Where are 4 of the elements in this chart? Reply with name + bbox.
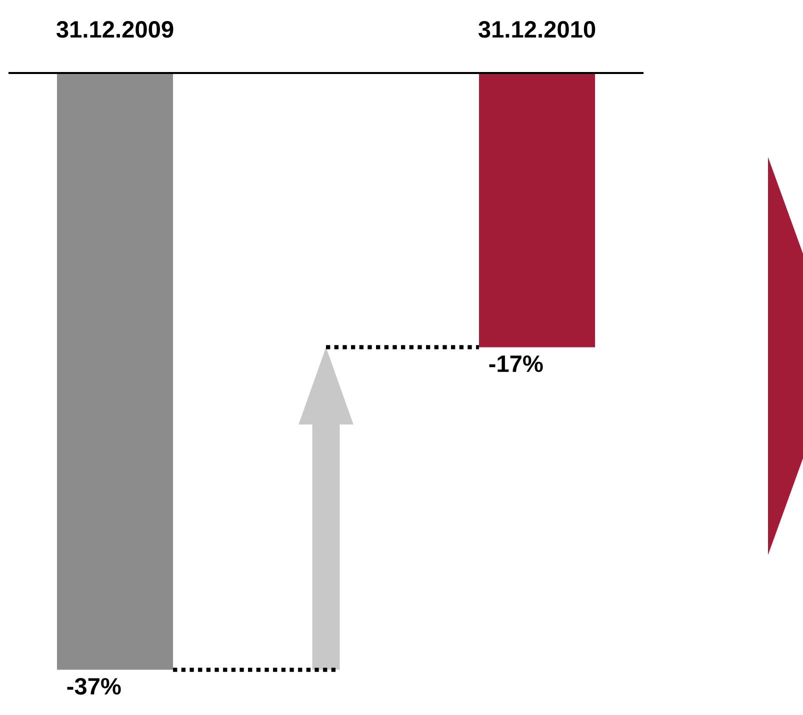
x-tick-label: 31.12.2009 [56,21,174,38]
data-label: -37% [67,678,121,695]
data-label: -17% [489,355,543,372]
x-tick-label: 31.12.2010 [478,21,596,38]
